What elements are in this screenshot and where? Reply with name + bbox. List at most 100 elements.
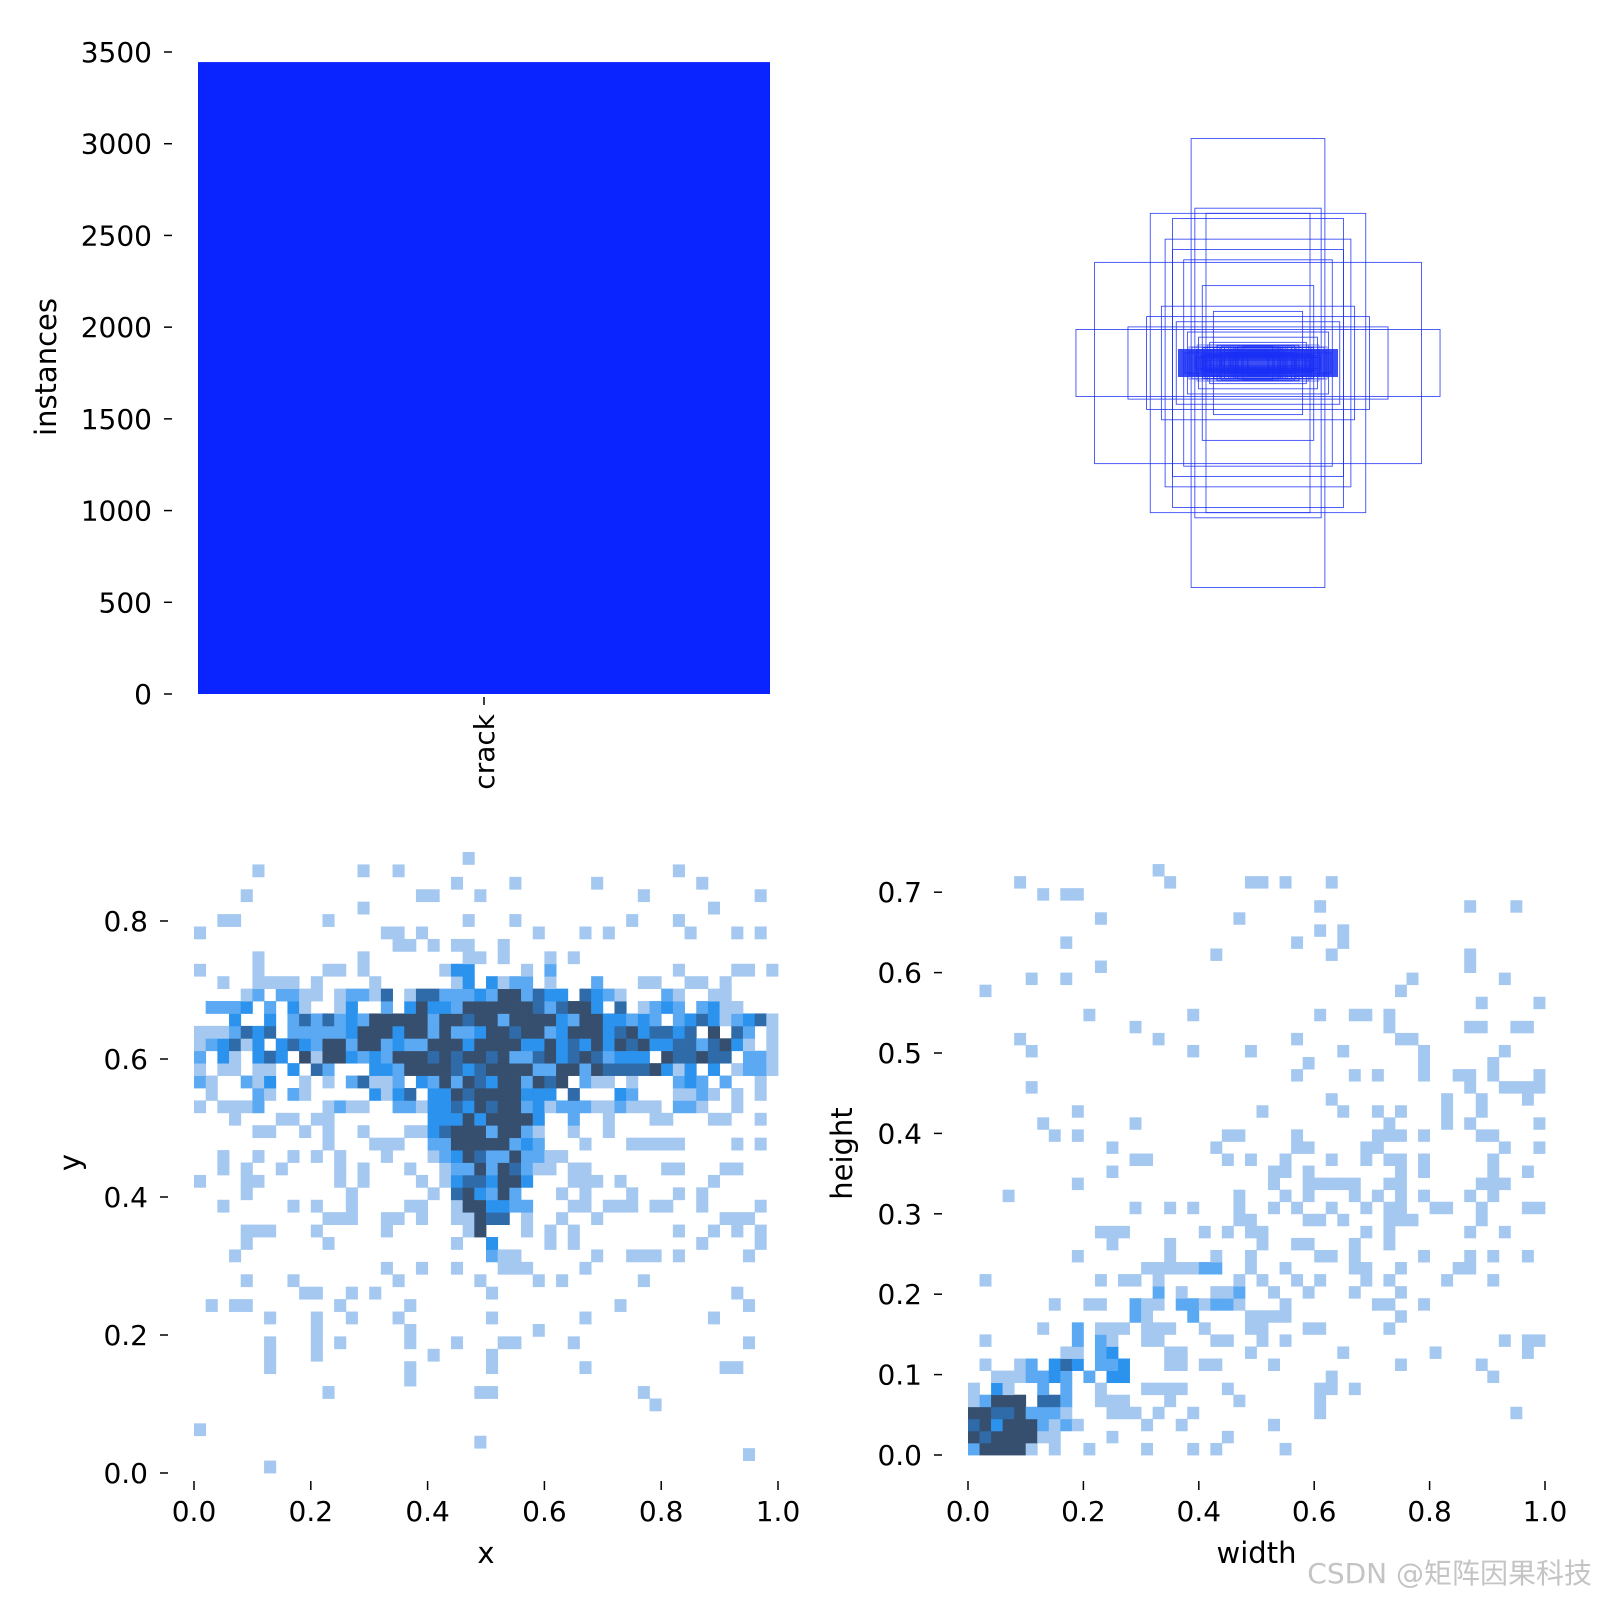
heat-cell <box>1268 1177 1280 1191</box>
heat-cell <box>766 1025 779 1039</box>
heat-cell <box>322 1063 335 1076</box>
heat-cell <box>439 1125 452 1139</box>
heat-cell <box>649 1112 662 1126</box>
heat-cell <box>742 1038 756 1052</box>
heat-cell <box>1337 936 1350 949</box>
heat-cell <box>1233 1298 1246 1311</box>
heat-cell <box>1002 1418 1015 1432</box>
heat-cell <box>322 1025 335 1039</box>
heat-cell <box>1475 1093 1488 1106</box>
heat-cell <box>521 963 534 977</box>
x-tick-label: 0.2 <box>289 1495 334 1528</box>
heat-cell <box>462 1162 475 1176</box>
heat-cell <box>742 963 756 977</box>
heat-cell <box>486 1174 499 1188</box>
heat-cell <box>392 938 405 952</box>
heat-cell <box>194 1063 207 1076</box>
heat-cell <box>1279 876 1292 889</box>
heat-cell <box>1498 1177 1511 1191</box>
heat-cell <box>486 1249 499 1263</box>
instances-bar-chart: 0 500 1000 1500 2000 2500 3000 3500 crack instanc… <box>29 36 770 790</box>
heat-cell <box>684 1038 697 1052</box>
heat-cell <box>334 963 347 977</box>
heat-cell <box>614 1050 627 1064</box>
heat-cell <box>450 1174 464 1188</box>
heat-cell <box>532 1125 545 1139</box>
heat-cell <box>462 1199 475 1213</box>
heat-cell <box>497 1038 510 1052</box>
heat-cell <box>719 1162 732 1176</box>
heat-cell <box>1094 912 1107 925</box>
heat-cell <box>979 1358 992 1371</box>
heat-cell <box>579 1025 592 1039</box>
heat-cell <box>1475 1105 1488 1118</box>
heat-cell <box>229 1112 242 1126</box>
heat-cell <box>1256 1334 1269 1347</box>
heat-cell <box>322 1112 335 1126</box>
heat-cell <box>731 1087 744 1101</box>
heat-cell <box>1383 1237 1396 1251</box>
heat-cell <box>1325 1177 1338 1191</box>
heat-cell <box>521 1199 534 1213</box>
heat-cell <box>450 1125 464 1139</box>
heat-cell <box>1094 1225 1107 1239</box>
heat-cell <box>1221 1334 1234 1347</box>
heat-cell <box>345 988 358 1002</box>
bbox <box>1075 329 1441 397</box>
heat-cell <box>439 1112 452 1126</box>
heat-cell <box>462 988 475 1002</box>
heat-cell <box>1533 1141 1546 1154</box>
heat-cell <box>1244 1310 1257 1323</box>
heat-cell <box>450 1336 464 1350</box>
heat-cell <box>1475 1177 1488 1191</box>
heat-cell <box>1025 1418 1038 1432</box>
heat-cell <box>1210 1286 1223 1299</box>
heat-cell <box>626 1038 639 1052</box>
heat-cell <box>392 1311 405 1325</box>
heat-cell <box>591 1100 604 1114</box>
heat-cell <box>450 876 464 890</box>
heat-cell <box>1233 1201 1246 1215</box>
heat-cell <box>579 1199 592 1213</box>
heat-cell <box>1118 1274 1130 1287</box>
heat-cell <box>1060 1346 1073 1359</box>
heat-cell <box>486 1286 499 1300</box>
heat-cell <box>731 1001 744 1014</box>
heat-cell <box>696 976 709 990</box>
heat-cell <box>556 1212 569 1225</box>
heat-cell <box>404 1050 417 1064</box>
heat-cell <box>1383 1225 1396 1239</box>
heat-cell <box>1498 1081 1511 1094</box>
heat-cell <box>1164 1262 1177 1275</box>
heat-cell <box>369 1286 382 1300</box>
heat-cell <box>264 976 277 990</box>
heat-cell <box>392 1212 405 1225</box>
heat-cell <box>637 1386 650 1399</box>
heat-cell <box>1094 1382 1107 1396</box>
heat-cell <box>240 1224 253 1238</box>
heat-cell <box>287 1013 300 1027</box>
heat-cell <box>1291 936 1304 949</box>
heat-cell <box>427 938 440 952</box>
bar-crack <box>198 62 770 695</box>
heat-cell <box>1498 1044 1511 1058</box>
heat-cell <box>1164 1201 1177 1215</box>
heat-cell <box>532 988 545 1002</box>
heat-cell <box>497 1187 510 1201</box>
heat-cell <box>1118 1370 1130 1384</box>
heat-cell <box>719 1001 732 1014</box>
heat-cell <box>1106 1334 1119 1347</box>
heat-cell <box>591 1001 604 1014</box>
heat-cell <box>252 951 265 965</box>
heat-cell <box>252 1224 265 1238</box>
heat-cell <box>661 1199 674 1213</box>
heat-cell <box>544 1063 557 1076</box>
heat-cell <box>579 1075 592 1089</box>
heat-cell <box>392 864 405 878</box>
heat-cell <box>1164 1249 1177 1263</box>
heat-cell <box>229 1001 242 1014</box>
heat-cell <box>450 1100 464 1114</box>
heat-cell <box>1002 1406 1015 1420</box>
heat-cell <box>1025 1370 1038 1384</box>
heat-cell <box>240 1299 253 1312</box>
